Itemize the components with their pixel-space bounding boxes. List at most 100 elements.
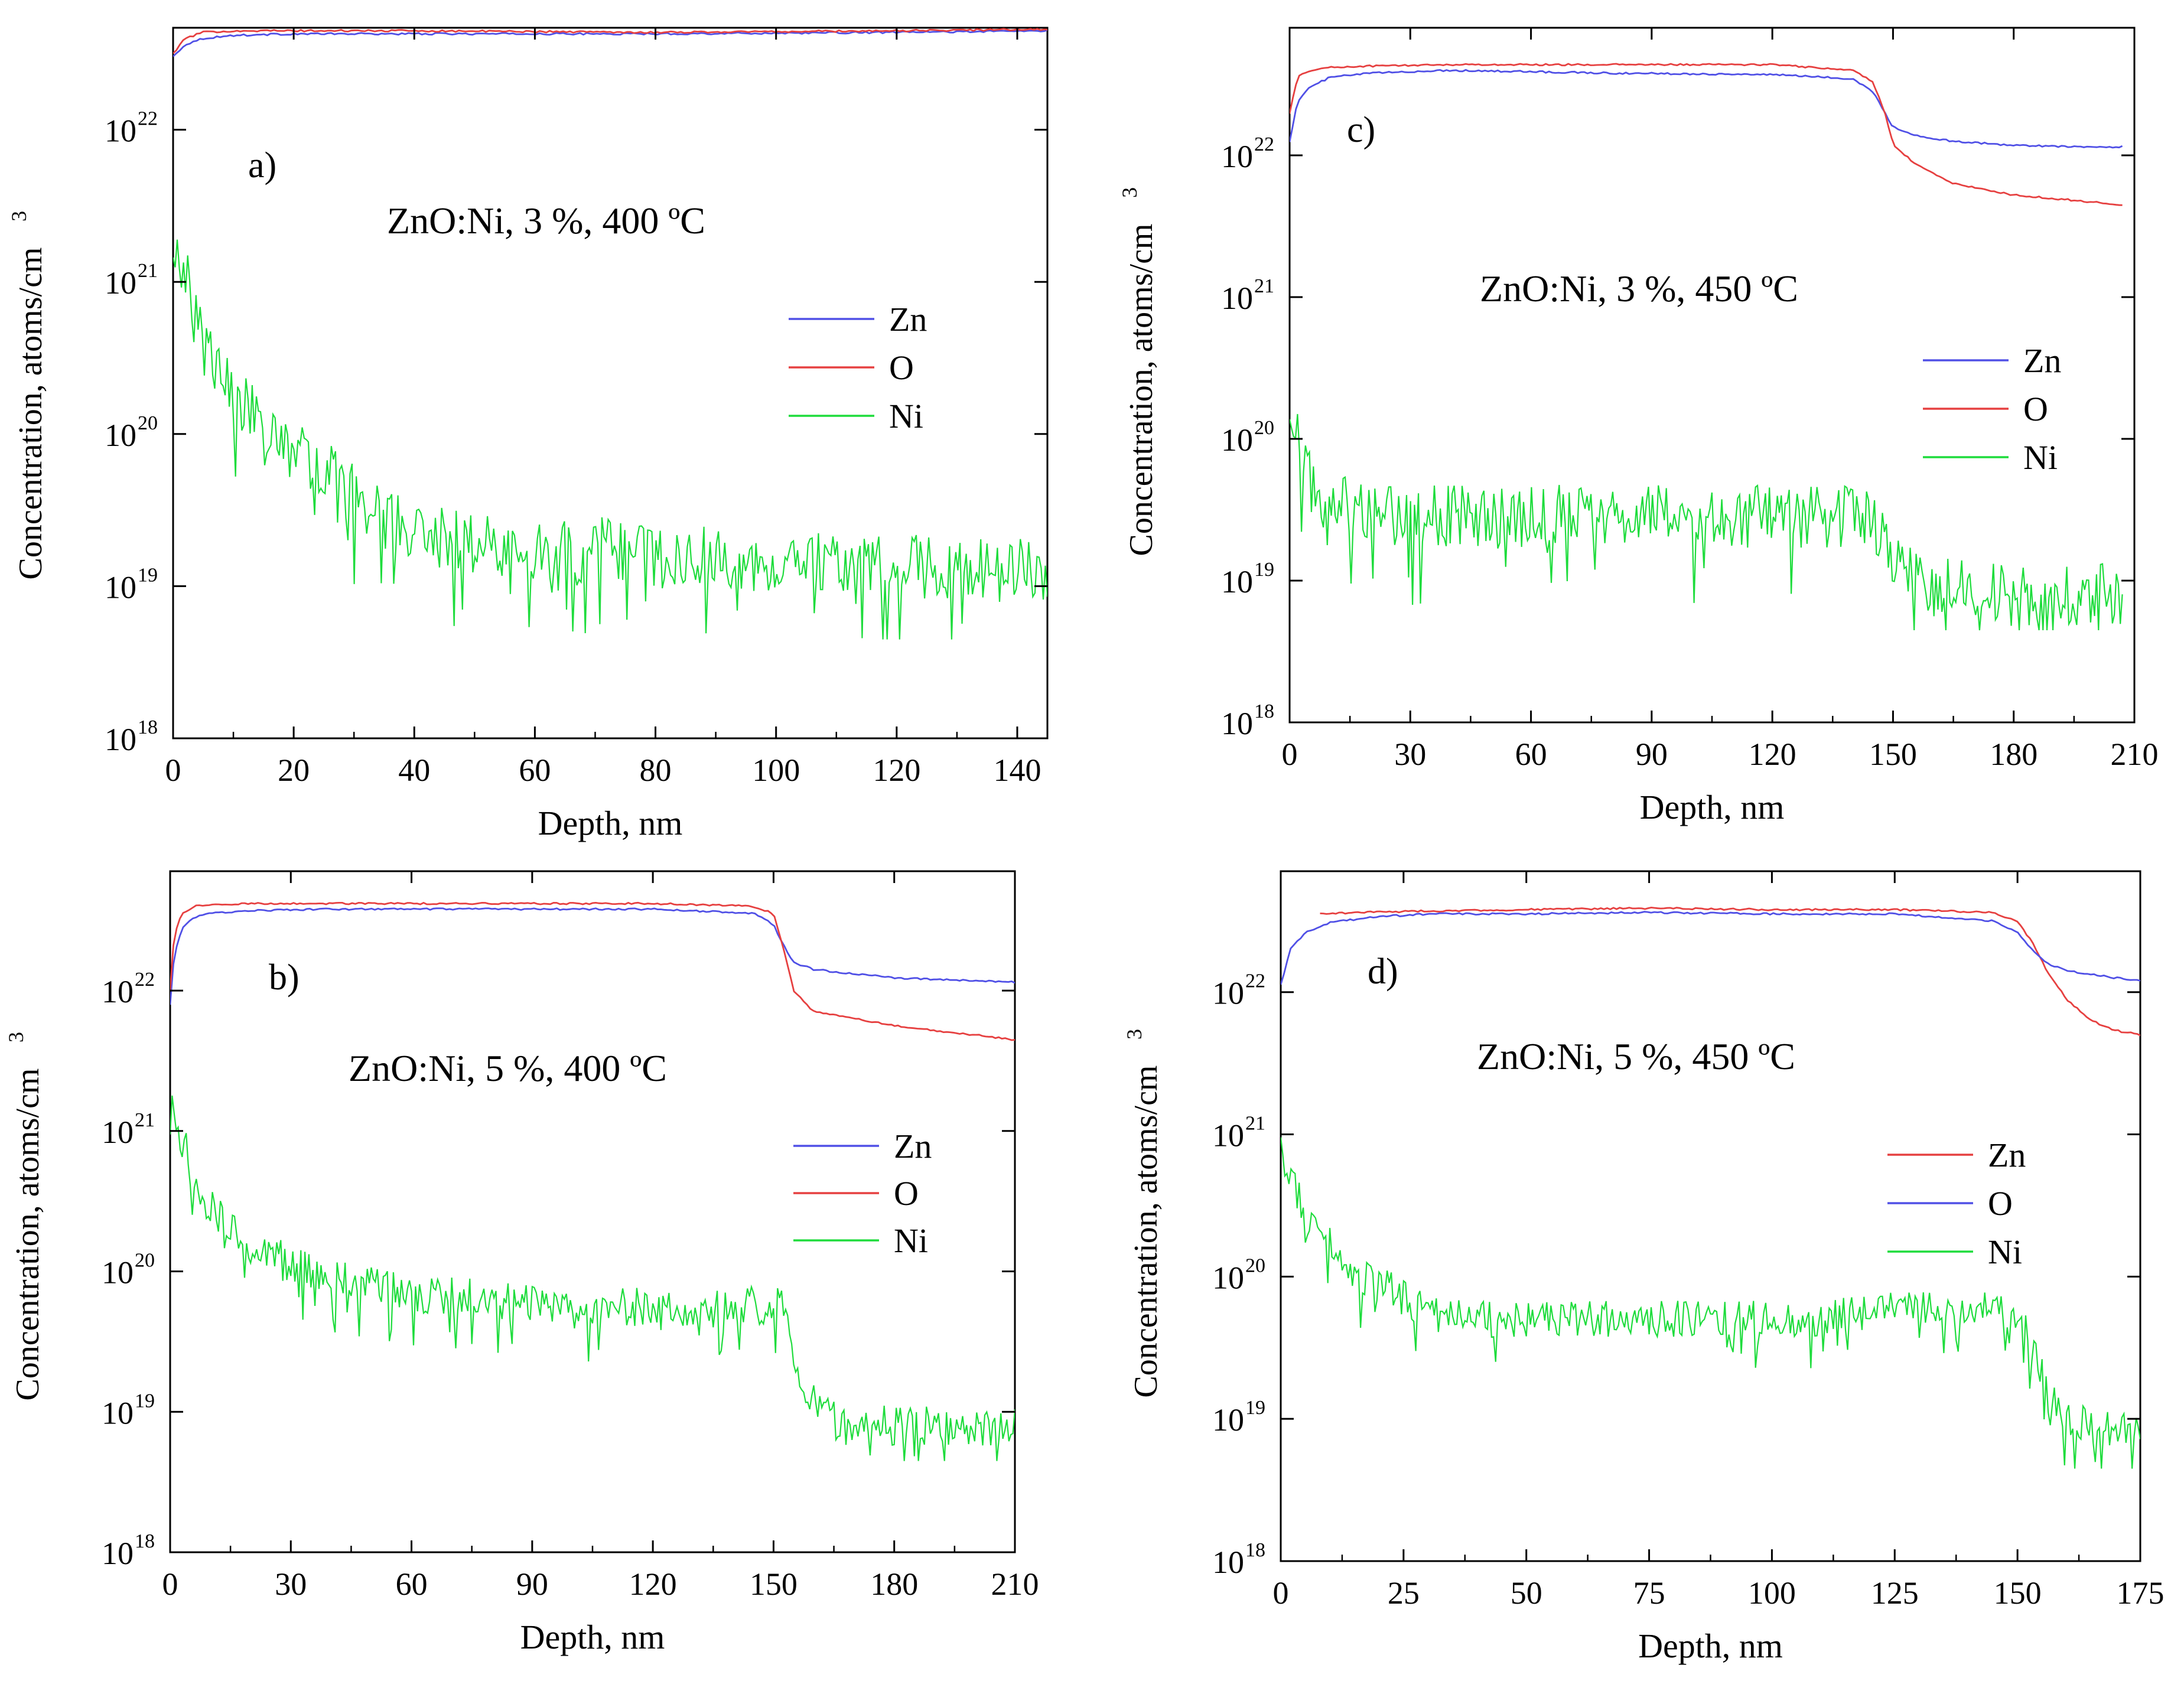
- series-line-ni: [1290, 413, 2123, 631]
- y-tick-exponent: 18: [135, 1530, 155, 1552]
- y-axis-title: Concentration, atoms/cm 3: [1122, 1029, 1164, 1397]
- x-tick-label: 120: [873, 752, 920, 788]
- series-line-zn: [1290, 69, 2123, 149]
- x-tick-label: 210: [2111, 737, 2159, 772]
- x-axis-title: Depth, nm: [520, 1618, 665, 1656]
- y-tick-label: 10: [1212, 1118, 1244, 1154]
- y-tick-exponent: 18: [1254, 701, 1274, 722]
- y-tick-label: 10: [102, 974, 134, 1009]
- y-axis-title-superscript: 3: [7, 211, 31, 221]
- series-line-o: [170, 901, 1015, 1041]
- x-tick-label: 125: [1871, 1575, 1919, 1611]
- x-tick-label: 100: [1748, 1575, 1796, 1611]
- y-tick-label: 10: [105, 418, 136, 453]
- y-tick-label: 10: [1212, 976, 1244, 1011]
- panel-label: c): [1347, 110, 1375, 150]
- legend-label-ni: Ni: [2023, 438, 2058, 477]
- y-tick-exponent: 21: [135, 1109, 155, 1131]
- y-tick-label: 10: [1212, 1545, 1244, 1580]
- x-axis-title: Depth, nm: [538, 804, 683, 842]
- legend-label-ni: Ni: [894, 1221, 928, 1260]
- y-tick-label: 10: [102, 1115, 134, 1150]
- y-tick-label: 10: [1221, 706, 1253, 741]
- x-tick-label: 30: [1394, 737, 1426, 772]
- y-tick-label: 10: [102, 1395, 134, 1431]
- series-line-zn: [1320, 907, 2140, 1037]
- y-tick-exponent: 19: [1254, 559, 1274, 581]
- y-tick-exponent: 19: [1245, 1397, 1265, 1419]
- series-line-ni: [173, 239, 1047, 640]
- y-tick-label: 10: [1221, 564, 1253, 600]
- y-tick-exponent: 21: [138, 260, 158, 282]
- y-tick-label: 10: [1221, 422, 1253, 458]
- x-tick-label: 40: [398, 752, 430, 788]
- y-tick-label: 10: [105, 722, 136, 757]
- x-tick-label: 180: [870, 1566, 918, 1602]
- y-tick-exponent: 20: [1254, 417, 1274, 439]
- y-axis-title-text: Concentration, atoms/cm: [9, 1068, 46, 1401]
- x-tick-label: 90: [516, 1566, 548, 1602]
- legend: Zn O Ni: [1923, 341, 2061, 477]
- y-tick-label: 10: [105, 113, 136, 149]
- x-tick-label: 75: [1633, 1575, 1665, 1611]
- x-tick-label: 150: [1869, 737, 1917, 772]
- y-tick-exponent: 22: [138, 108, 158, 130]
- y-tick-label: 10: [102, 1255, 134, 1291]
- y-tick-exponent: 22: [1254, 133, 1274, 155]
- y-tick-label: 10: [1221, 281, 1253, 316]
- legend-label-zn: Zn: [2023, 341, 2061, 380]
- series-line-o: [173, 28, 1047, 54]
- x-tick-label: 60: [1515, 737, 1547, 772]
- y-tick-label: 10: [1212, 1402, 1244, 1438]
- x-axis-title: Depth, nm: [1640, 788, 1785, 826]
- sample-annotation: ZnO:Ni, 5 %, 450 ºC: [1477, 1035, 1795, 1077]
- x-tick-label: 150: [1994, 1575, 2042, 1611]
- y-axis-title-superscript: 3: [1122, 1029, 1146, 1040]
- panel-label: d): [1368, 952, 1398, 992]
- legend-label-ni: Ni: [889, 397, 923, 435]
- legend-label-zn: Zn: [1988, 1136, 2026, 1174]
- x-tick-label: 150: [750, 1566, 798, 1602]
- y-tick-exponent: 21: [1254, 275, 1274, 297]
- x-tick-label: 140: [993, 752, 1041, 788]
- panel-label: b): [269, 957, 300, 998]
- x-tick-label: 175: [2117, 1575, 2165, 1611]
- x-tick-label: 80: [640, 752, 672, 788]
- series-line-o: [1281, 911, 2140, 985]
- x-tick-label: 20: [278, 752, 310, 788]
- x-tick-label: 30: [275, 1566, 307, 1602]
- y-axis-title-superscript: 3: [1118, 187, 1141, 198]
- y-tick-exponent: 18: [1245, 1539, 1265, 1561]
- y-tick-label: 10: [105, 265, 136, 301]
- sample-annotation: ZnO:Ni, 5 %, 400 ºC: [349, 1047, 667, 1089]
- y-tick-exponent: 22: [1245, 970, 1265, 992]
- y-axis-title: Concentration, atoms/cm 3: [4, 1032, 46, 1400]
- y-axis-title: Concentration, atoms/cm 3: [1118, 187, 1160, 556]
- x-tick-label: 0: [165, 752, 181, 788]
- series-line-ni: [170, 1095, 1015, 1461]
- x-tick-label: 210: [991, 1566, 1039, 1602]
- legend-label-o: O: [889, 348, 914, 387]
- series-line-zn: [170, 907, 1015, 1005]
- x-tick-label: 0: [162, 1566, 178, 1602]
- series-line-o: [1290, 63, 2123, 206]
- y-axis-title: Concentration, atoms/cm 3: [7, 211, 49, 579]
- legend-label-o: O: [894, 1174, 919, 1213]
- legend: Zn O Ni: [1887, 1136, 2026, 1271]
- x-tick-label: 25: [1388, 1575, 1420, 1611]
- x-tick-label: 100: [752, 752, 800, 788]
- sample-annotation: ZnO:Ni, 3 %, 400 ºC: [387, 200, 705, 242]
- y-tick-label: 10: [1212, 1260, 1244, 1295]
- x-tick-label: 120: [629, 1566, 677, 1602]
- legend-label-o: O: [2023, 390, 2048, 428]
- y-tick-exponent: 19: [138, 564, 158, 586]
- plot-frame: [172, 27, 1049, 740]
- y-tick-exponent: 18: [138, 716, 158, 738]
- x-tick-label: 50: [1511, 1575, 1542, 1611]
- x-tick-label: 120: [1749, 737, 1796, 772]
